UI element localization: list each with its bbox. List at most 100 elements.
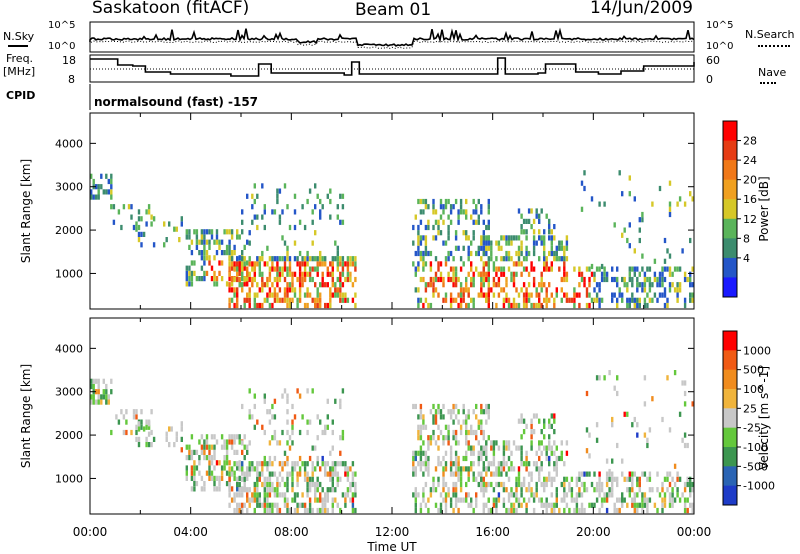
heatmap-cell [321, 276, 324, 283]
heatmap-cell [462, 403, 465, 410]
heatmap-cell [515, 492, 518, 498]
heatmap-cell [439, 502, 443, 508]
heatmap-cell [540, 240, 543, 246]
heatmap-cell [487, 256, 490, 262]
heatmap-cell [512, 282, 516, 288]
heatmap-cell [517, 302, 521, 309]
heatmap-cell [424, 466, 428, 472]
heatmap-cell [470, 502, 473, 508]
heatmap-cell [170, 426, 173, 432]
heatmap-cell [459, 292, 463, 298]
heatmap-cell [490, 471, 493, 477]
heatmap-cell [233, 292, 236, 298]
heatmap-cell [651, 282, 654, 288]
heatmap-cell [560, 455, 563, 462]
heatmap-cell [661, 276, 664, 283]
heatmap-cell [286, 282, 289, 288]
heatmap-cell [412, 492, 415, 498]
heatmap-cell [475, 250, 478, 257]
heatmap-cell [522, 418, 526, 424]
heatmap-cell [497, 497, 501, 503]
heatmap-cell [308, 266, 312, 272]
heatmap-cell [545, 445, 548, 451]
heatmap-cell [326, 414, 329, 420]
heatmap-cell [308, 507, 312, 514]
heatmap-cell [344, 497, 347, 503]
heatmap-cell [246, 507, 249, 514]
heatmap-cell [246, 475, 249, 481]
heatmap-cell [452, 409, 455, 415]
heatmap-cell [447, 256, 450, 262]
heatmap-cell [585, 448, 589, 454]
heatmap-cell [336, 476, 339, 482]
heatmap-cell [225, 455, 229, 461]
heatmap-cell [228, 466, 231, 472]
heatmap-cell [452, 435, 455, 441]
heatmap-cell [198, 250, 201, 256]
heatmap-cell [475, 429, 478, 436]
heatmap-cell [258, 302, 261, 309]
heatmap-cell [550, 492, 553, 498]
heatmap-cell [324, 502, 327, 508]
heatmap-cell [459, 209, 463, 215]
heatmap-cell [291, 287, 294, 293]
heatmap-cell [228, 276, 231, 282]
heatmap-cell [218, 486, 221, 492]
heatmap-cell [570, 476, 574, 482]
heatmap-cell [266, 476, 269, 482]
heatmap-cell [512, 261, 516, 267]
heatmap-cell [311, 466, 314, 472]
heatmap-cell [638, 227, 641, 233]
heatmap-cell [683, 302, 687, 309]
heatmap-cell [452, 256, 455, 262]
heatmap-cell [419, 455, 423, 462]
heatmap-cell [553, 461, 556, 467]
heatmap-cell [487, 403, 490, 410]
heatmap-cell [482, 507, 485, 514]
heatmap-cell [666, 248, 669, 254]
heatmap-cell [210, 470, 214, 476]
heatmap-cell [427, 445, 430, 451]
heatmap-cell [326, 398, 329, 404]
heatmap-cell [223, 465, 226, 471]
heatmap-cell [540, 287, 543, 293]
heatmap-cell [495, 507, 498, 514]
heatmap-cell [522, 282, 526, 288]
heatmap-cell [683, 502, 687, 508]
heatmap-cell [543, 434, 546, 440]
heatmap-cell [412, 471, 415, 477]
heatmap-cell [331, 476, 334, 482]
heatmap-cell [678, 287, 682, 293]
heatmap-cell [462, 409, 465, 415]
heatmap-cell [329, 214, 332, 220]
heatmap-cell [434, 409, 438, 415]
heatmap-cell [168, 442, 171, 448]
heatmap-cell [605, 497, 609, 503]
heatmap-cell [303, 276, 307, 283]
heatmap-cell [470, 445, 473, 451]
y-tick-label: 1000 [55, 472, 83, 485]
heatmap-cell [248, 497, 251, 503]
heatmap-cell [248, 256, 251, 262]
heatmap-cell [480, 287, 483, 293]
colorbar-tick-label: 12 [743, 213, 757, 226]
heatmap-cell [437, 230, 440, 236]
heatmap-cell [147, 424, 151, 430]
heatmap-cell [658, 492, 662, 498]
heatmap-cell [573, 302, 576, 309]
heatmap-cell [585, 427, 589, 433]
heatmap-cell [251, 461, 254, 467]
heatmap-cell [444, 502, 448, 508]
heatmap-cell [485, 450, 488, 456]
heatmap-cell [668, 471, 672, 477]
heatmap-cell [447, 214, 450, 220]
heatmap-cell [326, 471, 329, 477]
heatmap-cell [608, 476, 611, 482]
heatmap-cell [165, 431, 168, 437]
colorbar-tick-label: 25 [743, 402, 757, 415]
heatmap-cell [689, 276, 692, 283]
colorbar-swatch [723, 369, 737, 390]
heatmap-cell [306, 302, 309, 309]
heatmap-cell [100, 173, 103, 179]
